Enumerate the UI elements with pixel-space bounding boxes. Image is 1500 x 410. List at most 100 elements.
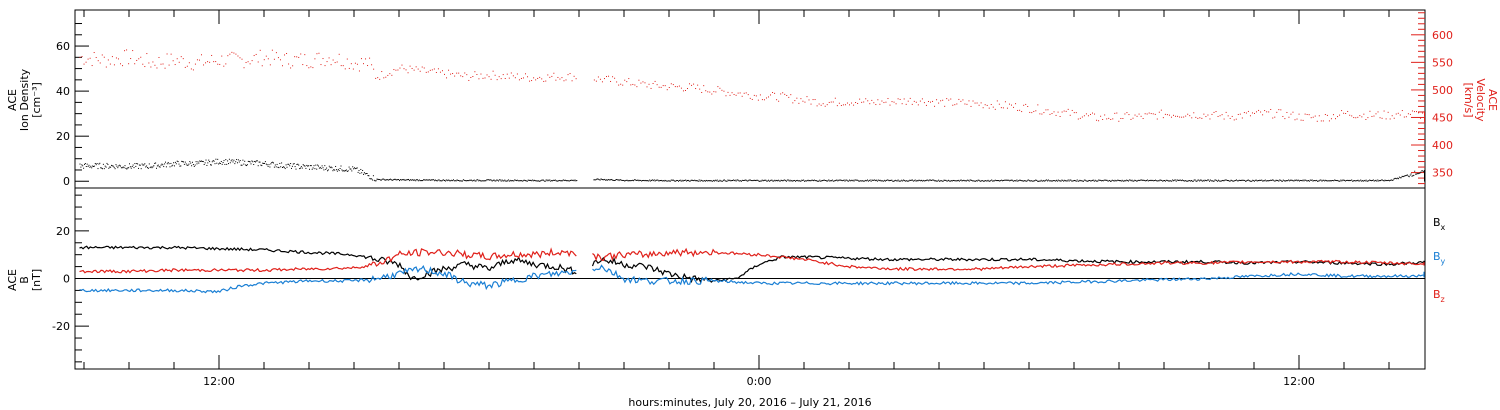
density-series-point	[1220, 180, 1222, 182]
density-series-point	[455, 180, 457, 182]
density-series-point	[1408, 176, 1410, 178]
density-series-point	[83, 167, 85, 169]
velocity-series-point	[518, 79, 520, 81]
density-series-point	[1346, 179, 1348, 181]
density-series-point	[414, 179, 416, 181]
velocity-series-point	[413, 69, 415, 71]
velocity-series-point	[620, 83, 622, 85]
density-series-point	[1377, 179, 1379, 181]
velocity-series-point	[1057, 111, 1059, 113]
density-series-point	[924, 180, 926, 182]
velocity-series-point	[522, 77, 524, 79]
velocity-series-point	[101, 54, 103, 56]
density-series-point	[144, 163, 146, 165]
density-series-point	[1392, 179, 1394, 181]
density-series-point	[624, 180, 626, 182]
density-series-point	[948, 180, 950, 182]
density-series-point	[1403, 175, 1405, 177]
density-series-point	[394, 178, 396, 180]
density-series-point	[742, 180, 744, 182]
velocity-series-point	[1413, 111, 1415, 113]
velocity-series-point	[298, 56, 300, 58]
density-series-point	[754, 179, 756, 181]
density-series-point	[946, 180, 948, 182]
density-series-point	[467, 179, 469, 181]
velocity-series-point	[794, 100, 796, 102]
velocity-series-point	[818, 103, 820, 105]
density-series-point	[608, 179, 610, 181]
velocity-series-point	[302, 64, 304, 66]
density-series-point	[1424, 176, 1425, 178]
density-series-point	[1114, 179, 1116, 181]
density-series-point	[1415, 173, 1417, 175]
velocity-series-point	[713, 91, 715, 93]
density-series-point	[1151, 180, 1153, 182]
density-series-point	[246, 165, 247, 167]
velocity-series-point	[1173, 114, 1174, 116]
velocity-series-point	[239, 57, 241, 59]
density-series-point	[80, 166, 82, 168]
velocity-series-point	[1213, 111, 1215, 113]
density-series-point	[568, 180, 570, 182]
density-series-point	[1065, 180, 1066, 182]
density-series-point	[489, 179, 490, 181]
density-series-point	[1231, 180, 1233, 182]
velocity-series-point	[437, 68, 439, 70]
density-series-point	[103, 168, 105, 170]
density-series-point	[567, 180, 569, 182]
density-series-point	[1034, 180, 1036, 182]
density-series-point	[830, 180, 832, 182]
density-series-point	[87, 165, 89, 167]
density-series-point	[648, 180, 650, 182]
density-series-point	[950, 180, 952, 182]
density-series-point	[1321, 180, 1323, 182]
velocity-series-point	[978, 104, 980, 106]
velocity-series-point	[379, 78, 381, 80]
legend-base: B	[1433, 216, 1441, 229]
density-series-point	[770, 179, 772, 181]
density-series-point	[382, 178, 384, 180]
velocity-series-point	[1316, 120, 1318, 122]
density-series-point	[1359, 180, 1361, 182]
density-series-point	[218, 163, 220, 165]
velocity-series-point	[111, 56, 113, 58]
velocity-series-point	[575, 78, 577, 80]
velocity-series-point	[636, 86, 638, 88]
density-series-point	[732, 180, 733, 182]
density-series-point	[546, 180, 548, 182]
velocity-series-point	[1264, 110, 1266, 112]
velocity-series-point	[1371, 115, 1373, 117]
density-series-point	[1424, 174, 1425, 176]
density-series-point	[1269, 180, 1271, 182]
density-series-point	[300, 166, 302, 168]
density-series-point	[1128, 180, 1129, 182]
density-series-point	[991, 179, 993, 181]
density-series-point	[1336, 179, 1338, 181]
density-series-point	[934, 180, 936, 182]
velocity-series-point	[1395, 113, 1397, 115]
right-tick-label: 400	[1432, 139, 1453, 152]
velocity-series-point	[277, 57, 279, 59]
legend-subscript: z	[1441, 295, 1445, 304]
density-series-point	[318, 167, 320, 169]
density-series-point	[1104, 179, 1106, 181]
velocity-series-point	[737, 92, 739, 94]
velocity-series-point	[565, 79, 567, 81]
density-series-point	[498, 179, 500, 181]
density-series-point	[1331, 180, 1333, 182]
velocity-series-point	[834, 97, 836, 99]
density-series-point	[102, 163, 104, 165]
velocity-series-point	[146, 53, 148, 55]
density-series-point	[1209, 180, 1210, 182]
density-series-point	[527, 179, 529, 181]
density-series-point	[834, 180, 836, 182]
density-series-point	[1171, 180, 1173, 182]
density-series-point	[159, 166, 161, 168]
velocity-series-point	[1262, 114, 1264, 116]
density-series-point	[1326, 180, 1328, 182]
density-series-point	[362, 169, 364, 171]
density-series-point	[575, 180, 577, 182]
velocity-series-point	[342, 65, 344, 67]
velocity-series-point	[500, 78, 502, 80]
density-series-point	[799, 180, 801, 182]
